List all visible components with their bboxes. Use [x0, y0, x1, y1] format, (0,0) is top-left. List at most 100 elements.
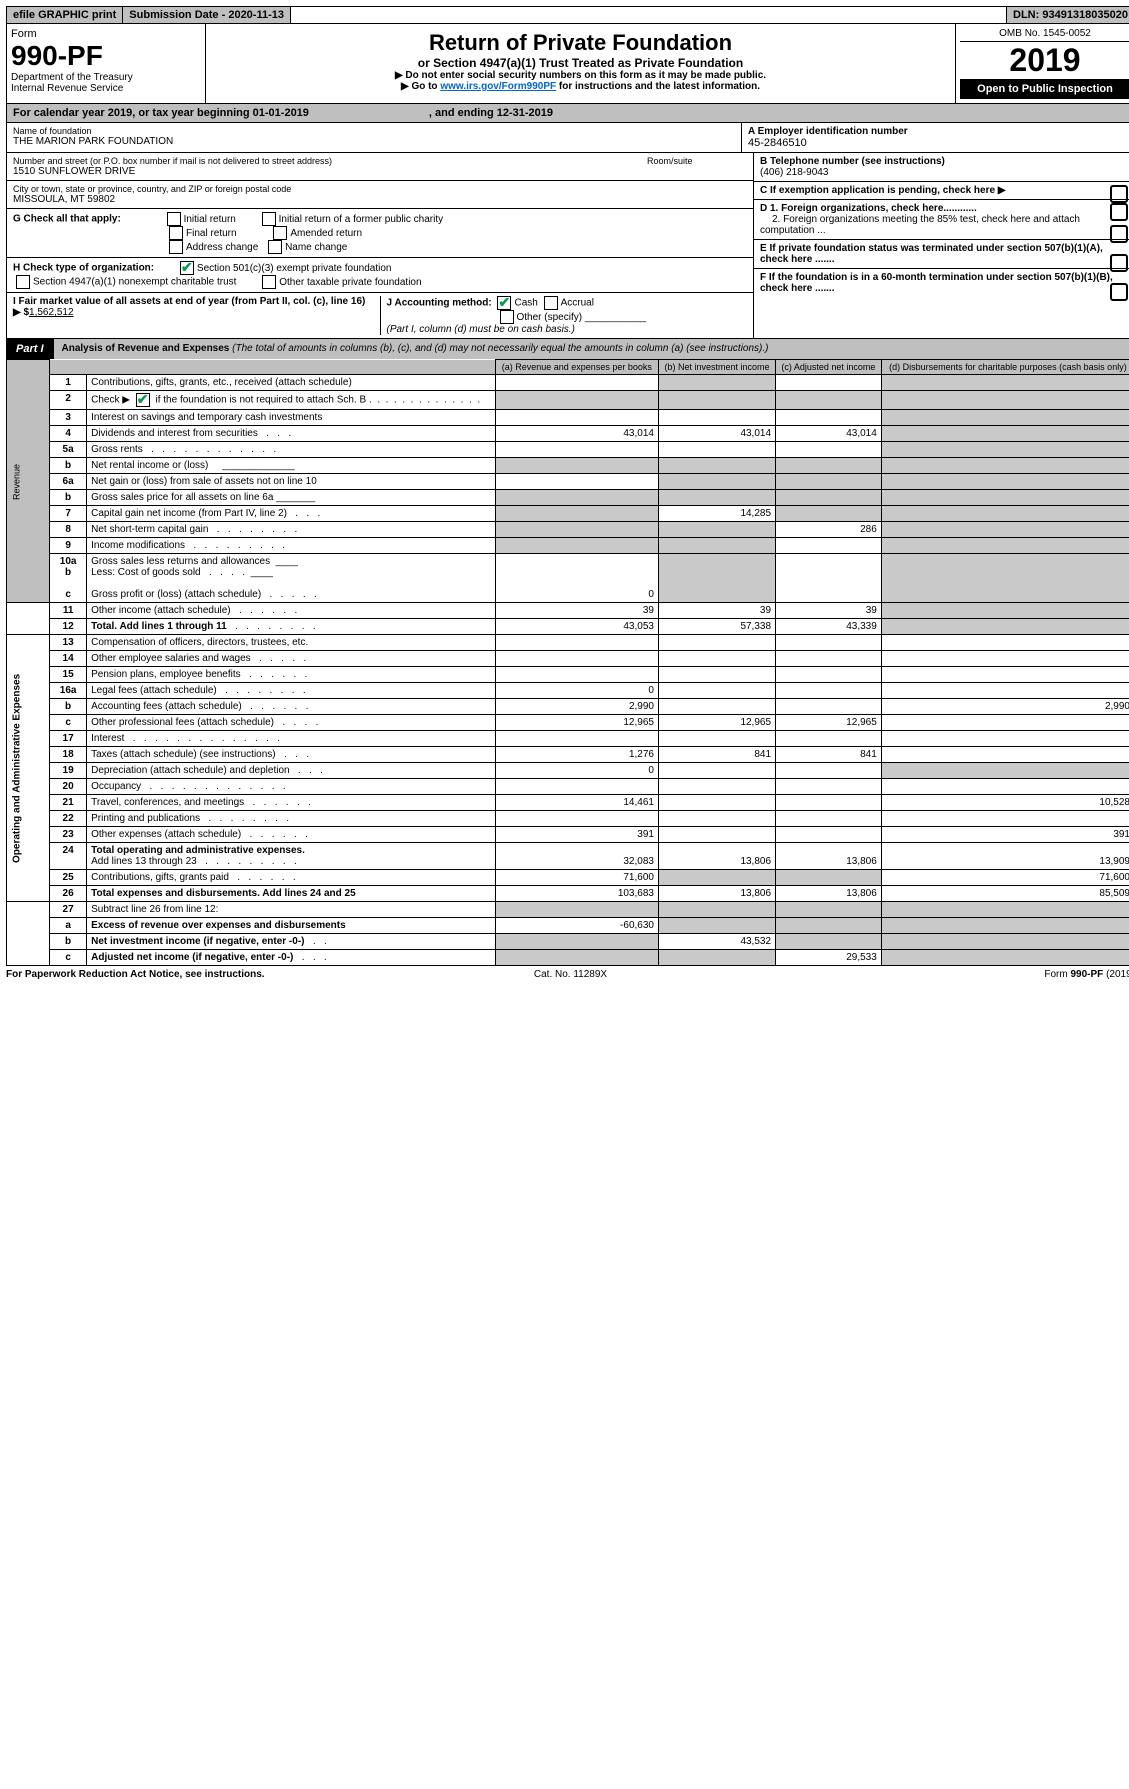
irs: Internal Revenue Service — [11, 83, 201, 94]
line-22: 22Printing and publications . . . . . . … — [7, 811, 1129, 827]
chk-initial-former[interactable] — [262, 212, 276, 226]
line-18: 18Taxes (attach schedule) (see instructi… — [7, 747, 1129, 763]
header-right: OMB No. 1545-0052 2019 Open to Public In… — [955, 24, 1129, 103]
col-headers: Revenue (a) Revenue and expenses per boo… — [7, 360, 1129, 375]
line-12: 12Total. Add lines 1 through 11 . . . . … — [7, 619, 1129, 635]
street-block: Number and street (or P.O. box number if… — [7, 153, 753, 181]
d2-label: 2. Foreign organizations meeting the 85%… — [760, 214, 1080, 236]
city-value: MISSOULA, MT 59802 — [13, 194, 747, 205]
g-label: G Check all that apply: — [13, 214, 121, 225]
line-7: 7Capital gain net income (from Part IV, … — [7, 506, 1129, 522]
form-title: Return of Private Foundation — [212, 30, 949, 56]
street-label: Number and street (or P.O. box number if… — [13, 156, 647, 166]
right-stack: B Telephone number (see instructions) (4… — [754, 153, 1129, 338]
col-a: (a) Revenue and expenses per books — [495, 360, 658, 375]
chk-initial[interactable] — [167, 212, 181, 226]
chk-schb[interactable] — [136, 393, 150, 407]
chk-final[interactable] — [169, 226, 183, 240]
line-1: 1Contributions, gifts, grants, etc., rec… — [7, 375, 1129, 391]
ij-block: I Fair market value of all assets at end… — [7, 293, 753, 338]
col-c: (c) Adjusted net income — [776, 360, 882, 375]
line-23: 23Other expenses (attach schedule) . . .… — [7, 827, 1129, 843]
chk-accrual[interactable] — [544, 296, 558, 310]
d-block: D 1. Foreign organizations, check here..… — [754, 200, 1129, 240]
top-bar: efile GRAPHIC print Submission Date - 20… — [6, 6, 1129, 24]
revenue-vert: Revenue — [7, 360, 50, 603]
line-3: 3Interest on savings and temporary cash … — [7, 410, 1129, 426]
line-27b: bNet investment income (if negative, ent… — [7, 934, 1129, 950]
d1-label: D 1. Foreign organizations, check here..… — [760, 203, 977, 214]
chk-other-acc[interactable] — [500, 310, 514, 324]
c-block: C If exemption application is pending, c… — [754, 182, 1129, 200]
line-11: 11Other income (attach schedule) . . . .… — [7, 603, 1129, 619]
line-5b: bNet rental income or (loss) ___________… — [7, 458, 1129, 474]
header-center: Return of Private Foundation or Section … — [206, 24, 955, 103]
line-4: 4Dividends and interest from securities … — [7, 426, 1129, 442]
warn2: ▶ Go to www.irs.gov/Form990PF for instru… — [212, 81, 949, 92]
calendar-year-row: For calendar year 2019, or tax year begi… — [6, 104, 1129, 123]
b-label: B Telephone number (see instructions) — [760, 156, 945, 167]
chk-address[interactable] — [169, 240, 183, 254]
b-block: B Telephone number (see instructions) (4… — [754, 153, 1129, 182]
line-10abc: 10abcGross sales less returns and allowa… — [7, 554, 1129, 603]
foundation-name-block: Name of foundation THE MARION PARK FOUND… — [7, 123, 742, 152]
chk-c[interactable] — [1110, 185, 1128, 203]
chk-d1[interactable] — [1110, 203, 1128, 221]
line-6a: 6aNet gain or (loss) from sale of assets… — [7, 474, 1129, 490]
efile-print-button[interactable]: efile GRAPHIC print — [7, 7, 123, 23]
chk-d2[interactable] — [1110, 225, 1128, 243]
city-label: City or town, state or province, country… — [13, 184, 747, 194]
b-value: (406) 218-9043 — [760, 167, 828, 178]
part1-bar: Part I Analysis of Revenue and Expenses … — [6, 339, 1129, 359]
line-19: 19Depreciation (attach schedule) and dep… — [7, 763, 1129, 779]
city-block: City or town, state or province, country… — [7, 181, 753, 209]
room-label: Room/suite — [647, 156, 747, 166]
line-13: Operating and Administrative Expenses13C… — [7, 635, 1129, 651]
footer: For Paperwork Reduction Act Notice, see … — [6, 966, 1129, 983]
line-14: 14Other employee salaries and wages . . … — [7, 651, 1129, 667]
line-16a: 16aLegal fees (attach schedule) . . . . … — [7, 683, 1129, 699]
name-label: Name of foundation — [13, 126, 735, 136]
line-21: 21Travel, conferences, and meetings . . … — [7, 795, 1129, 811]
line-5a: 5aGross rents . . . . . . . . . . . . — [7, 442, 1129, 458]
irs-link[interactable]: www.irs.gov/Form990PF — [440, 81, 556, 92]
line-9: 9Income modifications . . . . . . . . . — [7, 538, 1129, 554]
line-16c: cOther professional fees (attach schedul… — [7, 715, 1129, 731]
form-word: Form — [11, 28, 201, 40]
form-number: 990-PF — [11, 40, 201, 72]
line-27c: cAdjusted net income (if negative, enter… — [7, 950, 1129, 966]
line-8: 8Net short-term capital gain . . . . . .… — [7, 522, 1129, 538]
spacer — [291, 7, 1007, 23]
j-label: J Accounting method: — [387, 298, 492, 309]
line-2: 2Check ▶ if the foundation is not requir… — [7, 391, 1129, 410]
chk-cash[interactable] — [497, 296, 511, 310]
ein-block: A Employer identification number 45-2846… — [742, 123, 1129, 152]
chk-4947[interactable] — [16, 275, 30, 289]
chk-501c3[interactable] — [180, 261, 194, 275]
chk-f[interactable] — [1110, 283, 1128, 301]
omb: OMB No. 1545-0052 — [960, 28, 1129, 42]
open-public: Open to Public Inspection — [960, 79, 1129, 99]
expenses-vert: Operating and Administrative Expenses — [7, 635, 50, 902]
line-27: 27Subtract line 26 from line 12: — [7, 902, 1129, 918]
line-15: 15Pension plans, employee benefits . . .… — [7, 667, 1129, 683]
line-27a: aExcess of revenue over expenses and dis… — [7, 918, 1129, 934]
chk-name[interactable] — [268, 240, 282, 254]
cal-end: , and ending 12-31-2019 — [429, 107, 553, 119]
dept: Department of the Treasury — [11, 72, 201, 83]
footer-right: Form 990-PF (2019) — [759, 969, 1129, 980]
left-stack: Number and street (or P.O. box number if… — [7, 153, 754, 338]
c-label: C If exemption application is pending, c… — [760, 185, 1006, 196]
j-note: (Part I, column (d) must be on cash basi… — [387, 324, 575, 335]
line-6b: bGross sales price for all assets on lin… — [7, 490, 1129, 506]
chk-amended[interactable] — [273, 226, 287, 240]
footer-center: Cat. No. 11289X — [382, 969, 758, 980]
chk-e[interactable] — [1110, 254, 1128, 272]
line-25: 25Contributions, gifts, grants paid . . … — [7, 870, 1129, 886]
ein-label: A Employer identification number — [748, 126, 1128, 137]
h-block: H Check type of organization: Section 50… — [7, 258, 753, 293]
line-17: 17Interest . . . . . . . . . . . . . . — [7, 731, 1129, 747]
chk-other-tax[interactable] — [262, 275, 276, 289]
tax-year: 2019 — [960, 42, 1129, 79]
line-26: 26Total expenses and disbursements. Add … — [7, 886, 1129, 902]
